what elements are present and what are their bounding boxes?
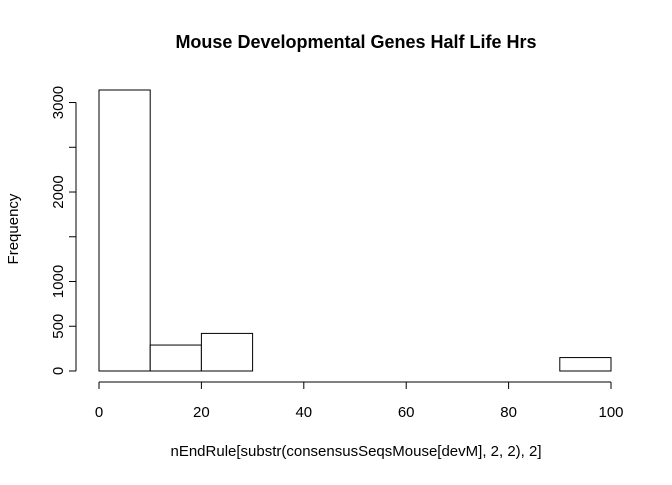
x-axis: 0 20 40 60 80 100: [95, 381, 624, 421]
y-axis: 0 500 1000 2000 3000: [50, 86, 77, 375]
x-tick-label: 40: [295, 404, 312, 421]
histogram-bar: [559, 357, 612, 372]
x-tick-label: 20: [193, 404, 210, 421]
histogram-bars: [98, 89, 612, 372]
y-axis-label: Frequency: [5, 193, 22, 264]
x-tick-label: 60: [398, 404, 415, 421]
x-tick-label: 80: [500, 404, 517, 421]
y-tick-label: 2000: [50, 175, 67, 208]
y-tick-label: 500: [50, 314, 67, 339]
histogram-bar: [98, 89, 151, 372]
y-tick-label: 1000: [50, 265, 67, 298]
x-axis-label: nEndRule[substr(consensusSeqsMouse[devM]…: [170, 443, 541, 460]
y-tick-label: 0: [50, 367, 67, 375]
histogram-bar: [149, 344, 202, 372]
y-tick-label: 3000: [50, 86, 67, 119]
x-tick-label: 100: [598, 404, 623, 421]
histogram-bar: [200, 332, 254, 372]
chart-title: Mouse Developmental Genes Half Life Hrs: [175, 32, 536, 52]
x-tick-label: 0: [95, 404, 103, 421]
